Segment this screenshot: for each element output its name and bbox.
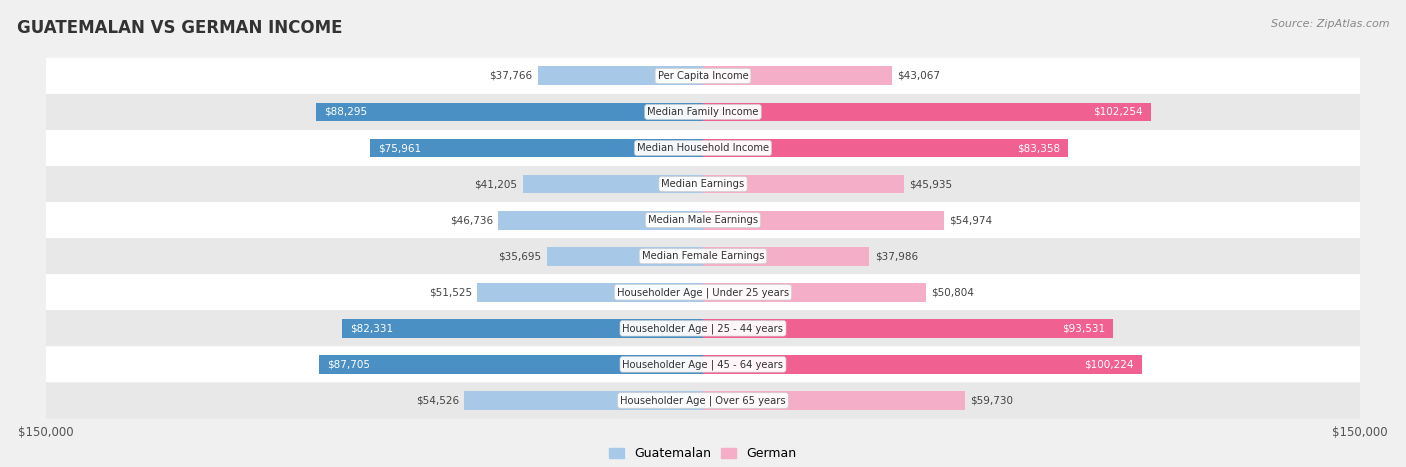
Text: Householder Age | Over 65 years: Householder Age | Over 65 years xyxy=(620,395,786,406)
Bar xyxy=(370,139,703,157)
Bar xyxy=(343,319,703,338)
Bar xyxy=(537,66,703,85)
Text: $102,254: $102,254 xyxy=(1094,107,1143,117)
Text: $43,067: $43,067 xyxy=(897,71,939,81)
FancyBboxPatch shape xyxy=(46,58,1360,94)
Text: $93,531: $93,531 xyxy=(1062,323,1105,333)
Bar xyxy=(523,175,703,193)
Text: $54,526: $54,526 xyxy=(416,396,458,405)
Text: $83,358: $83,358 xyxy=(1017,143,1060,153)
Text: $45,935: $45,935 xyxy=(910,179,953,189)
Bar xyxy=(316,103,703,121)
Text: Householder Age | Under 25 years: Householder Age | Under 25 years xyxy=(617,287,789,297)
FancyBboxPatch shape xyxy=(46,130,1360,166)
Bar xyxy=(703,355,1142,374)
FancyBboxPatch shape xyxy=(46,274,1360,310)
Text: $35,695: $35,695 xyxy=(498,251,541,261)
Text: $87,705: $87,705 xyxy=(326,360,370,369)
Text: Median Family Income: Median Family Income xyxy=(647,107,759,117)
Text: GUATEMALAN VS GERMAN INCOME: GUATEMALAN VS GERMAN INCOME xyxy=(17,19,343,37)
Text: $46,736: $46,736 xyxy=(450,215,494,225)
Text: Median Household Income: Median Household Income xyxy=(637,143,769,153)
Bar xyxy=(498,211,703,229)
Bar xyxy=(703,247,869,266)
Text: Householder Age | 25 - 44 years: Householder Age | 25 - 44 years xyxy=(623,323,783,333)
Text: $50,804: $50,804 xyxy=(931,287,974,297)
FancyBboxPatch shape xyxy=(46,202,1360,238)
Text: $82,331: $82,331 xyxy=(350,323,394,333)
Bar xyxy=(703,66,891,85)
FancyBboxPatch shape xyxy=(46,347,1360,382)
Bar xyxy=(703,283,925,302)
Bar xyxy=(547,247,703,266)
FancyBboxPatch shape xyxy=(46,166,1360,202)
FancyBboxPatch shape xyxy=(46,94,1360,130)
Text: $37,766: $37,766 xyxy=(489,71,533,81)
Text: $75,961: $75,961 xyxy=(378,143,422,153)
Bar xyxy=(464,391,703,410)
Bar xyxy=(703,139,1069,157)
Bar xyxy=(319,355,703,374)
Text: $37,986: $37,986 xyxy=(875,251,918,261)
FancyBboxPatch shape xyxy=(46,382,1360,418)
Text: $51,525: $51,525 xyxy=(429,287,472,297)
Bar xyxy=(703,391,965,410)
Text: Median Male Earnings: Median Male Earnings xyxy=(648,215,758,225)
Bar xyxy=(703,319,1112,338)
Bar xyxy=(703,175,904,193)
Text: $88,295: $88,295 xyxy=(325,107,367,117)
Text: Per Capita Income: Per Capita Income xyxy=(658,71,748,81)
Text: Median Earnings: Median Earnings xyxy=(661,179,745,189)
Text: $59,730: $59,730 xyxy=(970,396,1012,405)
Text: $41,205: $41,205 xyxy=(474,179,517,189)
FancyBboxPatch shape xyxy=(46,238,1360,274)
Text: $100,224: $100,224 xyxy=(1084,360,1135,369)
Legend: Guatemalan, German: Guatemalan, German xyxy=(605,442,801,465)
Bar xyxy=(703,103,1152,121)
FancyBboxPatch shape xyxy=(46,310,1360,347)
Text: Source: ZipAtlas.com: Source: ZipAtlas.com xyxy=(1271,19,1389,28)
Bar xyxy=(477,283,703,302)
Text: $54,974: $54,974 xyxy=(949,215,993,225)
Text: Householder Age | 45 - 64 years: Householder Age | 45 - 64 years xyxy=(623,359,783,370)
Text: Median Female Earnings: Median Female Earnings xyxy=(641,251,765,261)
Bar xyxy=(703,211,943,229)
